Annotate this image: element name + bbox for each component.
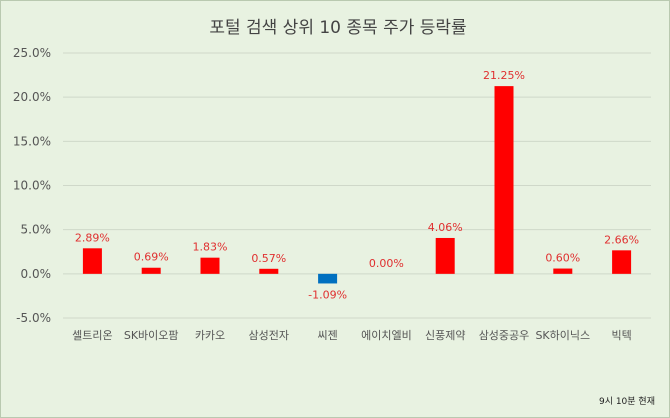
x-tick-label: 에이치엘비 xyxy=(361,329,412,342)
data-label: 1.83% xyxy=(193,241,228,254)
data-label: 4.06% xyxy=(428,221,463,234)
x-tick-label: 삼성전자 xyxy=(249,329,289,342)
data-label: 21.25% xyxy=(483,69,525,82)
y-tick-label: 0.0% xyxy=(21,267,52,281)
data-label: 2.89% xyxy=(75,231,110,244)
data-label: 0.69% xyxy=(134,251,169,264)
x-tick-label: 신풍제약 xyxy=(425,328,465,342)
y-tick-label: 15.0% xyxy=(13,134,51,148)
timestamp-note: 9시 10분 현재 xyxy=(598,397,655,407)
bar xyxy=(494,86,514,274)
data-label: 0.57% xyxy=(251,252,286,265)
bar xyxy=(318,273,338,284)
x-tick-label: 빅텍 xyxy=(611,329,631,342)
data-label: -1.09% xyxy=(308,288,347,301)
bar xyxy=(259,268,279,274)
x-tick-label: SK하이닉스 xyxy=(535,328,590,342)
bar xyxy=(82,248,102,274)
bar xyxy=(553,268,573,274)
y-tick-label: -5.0% xyxy=(16,311,51,325)
x-tick-label: 씨젠 xyxy=(317,329,337,342)
y-tick-label: 5.0% xyxy=(21,223,52,237)
bar xyxy=(435,237,455,274)
x-tick-label: 카카오 xyxy=(195,329,225,342)
bar xyxy=(141,267,161,274)
chart-title: 포털 검색 상위 10 종목 주가 등락률 xyxy=(209,18,466,38)
data-label: 2.66% xyxy=(604,233,639,246)
y-tick-label: 10.0% xyxy=(13,179,51,193)
data-label: 0.00% xyxy=(369,257,404,270)
bar xyxy=(612,250,632,274)
y-tick-label: 25.0% xyxy=(13,46,51,60)
bar xyxy=(200,257,220,274)
x-tick-label: SK바이오팜 xyxy=(124,329,179,342)
data-label: 0.60% xyxy=(545,252,580,265)
y-tick-label: 20.0% xyxy=(13,90,51,104)
x-tick-label: 삼성중공우 xyxy=(479,329,530,342)
x-tick-label: 셀트리온 xyxy=(72,329,112,342)
